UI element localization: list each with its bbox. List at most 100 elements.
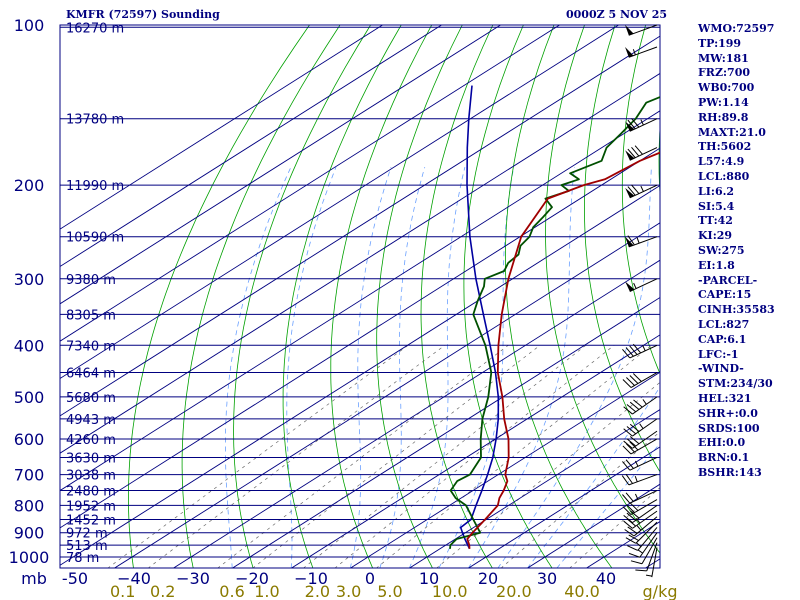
wind-barb: [622, 457, 658, 471]
index-item: SI:5.4: [698, 199, 735, 213]
height-label: 4943 m: [66, 413, 116, 428]
height-label: 513 m: [66, 539, 108, 554]
wind-barb: [624, 516, 658, 537]
temp-tick-label: −10: [294, 569, 328, 588]
index-item: RH:89.8: [698, 110, 749, 124]
isotherm: [60, 184, 660, 566]
isotherm: [60, 110, 660, 492]
mixing-ratio-unit: g/kg: [643, 582, 678, 600]
pressure-label: 100: [14, 16, 45, 35]
plot-frame: [59, 24, 661, 569]
mixing-ratio-label: 20.0: [496, 582, 532, 600]
isotherm: [60, 25, 384, 230]
mixing-ratio-line: [569, 487, 660, 568]
index-item: STM:234/30: [698, 377, 773, 391]
height-label: 9380 m: [66, 273, 116, 288]
wind-barb: [622, 343, 658, 359]
height-label: 13780 m: [66, 113, 124, 128]
temp-tick-label: −20: [235, 569, 269, 588]
wind-barb: [625, 521, 658, 544]
isotherm: [60, 25, 502, 305]
wind-barb: [625, 46, 658, 58]
height-label: 16270 m: [66, 21, 124, 36]
isotherm: [349, 371, 660, 568]
index-item: -WIND-: [698, 362, 744, 376]
dewpoint-trace: [449, 96, 660, 549]
mixing-ratio-label: 0.6: [219, 582, 244, 600]
temp-tick-label: 40: [596, 569, 616, 588]
isotherm: [290, 334, 660, 568]
height-label: 3630 m: [66, 451, 116, 466]
height-label: 1952 m: [66, 499, 116, 514]
index-item: CAPE:15: [698, 288, 752, 302]
wind-barb: [625, 24, 658, 36]
dry-adiabat: [376, 25, 463, 568]
index-item: CAP:6.1: [698, 332, 747, 346]
wind-barb: [622, 499, 658, 516]
dry-adiabat: [233, 25, 371, 568]
temp-tick-label: −40: [117, 569, 151, 588]
isotherm: [113, 222, 660, 568]
height-label: 7340 m: [66, 339, 116, 354]
moist-adiabat: [526, 386, 660, 568]
mixing-ratio-line: [147, 345, 446, 568]
height-label: 4260 m: [66, 433, 116, 448]
parcel-trace: [459, 85, 500, 550]
dry-adiabat: [330, 25, 433, 568]
station-title: KMFR (72597) Sounding: [66, 8, 220, 21]
moist-adiabat: [379, 166, 426, 568]
wind-barb: [627, 527, 658, 551]
moist-adiabat: [497, 167, 652, 568]
moist-adiabat: [408, 167, 466, 568]
index-item: -PARCEL-: [698, 273, 758, 287]
temp-tick-label: -50: [62, 569, 88, 588]
index-item: EHI:0.0: [698, 436, 746, 450]
pressure-label: 1000: [9, 548, 50, 567]
profiles: [449, 85, 660, 550]
moist-adiabats: [224, 166, 660, 568]
isotherm: [60, 147, 660, 529]
index-item: TT:42: [698, 214, 733, 228]
pressure-label: 700: [14, 466, 45, 485]
dry-adiabat: [282, 25, 402, 568]
isobars: [60, 26, 660, 558]
dry-adiabat: [463, 25, 553, 568]
moist-adiabat: [438, 167, 515, 568]
height-label: 3038 m: [66, 469, 116, 484]
height-label: 5680 m: [66, 391, 116, 406]
mixing-ratio-label: 3.0: [336, 582, 361, 600]
mixing-ratio-label: 1.0: [254, 582, 279, 600]
isotherm: [60, 25, 620, 380]
index-item: SHR+:0.0: [698, 406, 758, 420]
wind-barb: [623, 396, 658, 415]
index-item: LCL:827: [698, 317, 750, 331]
isotherm: [172, 259, 660, 568]
moist-adiabat: [349, 166, 392, 568]
wind-barb: [622, 438, 658, 455]
index-item: SW:275: [698, 243, 745, 257]
moist-adiabat: [286, 166, 337, 568]
height-label: 11990 m: [66, 179, 124, 194]
temp-tick-label: 0: [365, 569, 375, 588]
index-item: L57:4.9: [698, 155, 745, 169]
pressure-label: 900: [14, 524, 45, 543]
wind-barb: [630, 537, 658, 565]
moist-adiabat: [224, 166, 292, 568]
temp-tick-label: 20: [478, 569, 498, 588]
pressure-label: 300: [14, 270, 45, 289]
index-item: HEL:321: [698, 391, 752, 405]
height-label: 2480 m: [66, 485, 116, 500]
indices-panel: WMO:72597 TP:199 MW:181 FRZ:700 WB0:700 PW:1.…: [698, 22, 798, 481]
index-item: PW:1.14: [698, 95, 749, 109]
height-label: 6464 m: [66, 367, 116, 382]
isotherm: [467, 446, 660, 568]
index-item: MAXT:21.0: [698, 125, 766, 139]
dry-adiabat: [181, 25, 341, 568]
temperature-trace: [466, 151, 660, 549]
pressure-label: 200: [14, 176, 45, 195]
index-item: FRZ:700: [698, 66, 751, 80]
wind-barb: [623, 418, 658, 437]
isotherm: [60, 25, 561, 342]
